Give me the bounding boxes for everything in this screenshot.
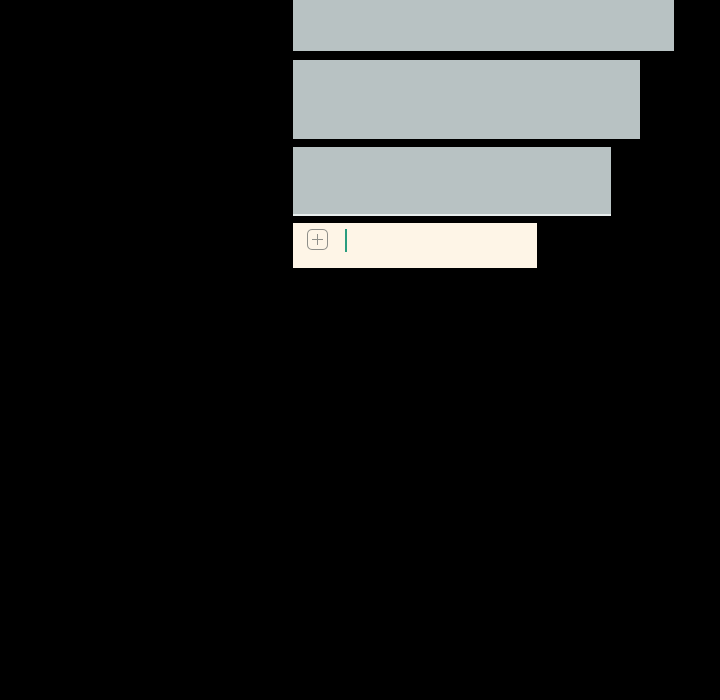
message-block <box>293 60 640 139</box>
composer-input[interactable] <box>293 223 537 268</box>
message-block <box>293 147 611 216</box>
plus-square-icon[interactable] <box>307 229 328 250</box>
message-block <box>293 0 674 51</box>
text-cursor <box>345 229 347 252</box>
